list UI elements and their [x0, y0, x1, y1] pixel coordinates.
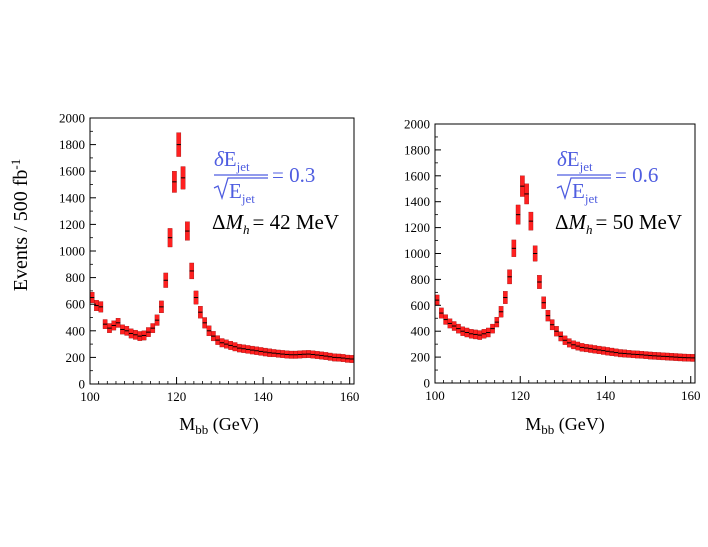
svg-text:ΔMh= 50 MeV: ΔMh = 50 MeV	[555, 210, 682, 237]
mass-annotation-right: ΔMh = 50 MeV	[555, 210, 682, 237]
svg-text:δEjet: δEjet	[214, 147, 250, 174]
delta-symbol-left: δ	[214, 147, 225, 171]
y-tick-label: 800	[66, 270, 86, 285]
x-axis-label-left-main: M	[179, 414, 195, 434]
x-axis-label-right-unit: (GeV)	[554, 414, 604, 435]
y-tick-label: 1400	[404, 194, 430, 209]
y-tick-label: 1800	[59, 137, 85, 152]
y-tick-label: 400	[66, 323, 86, 338]
svg-text:ΔMh= 42 MeV: ΔMh = 42 MeV	[212, 210, 339, 237]
y-axis-label-sup: -1	[8, 159, 23, 170]
svg-text:Ejet: Ejet	[572, 179, 598, 206]
resolution-annotation-right: δEjet Ejet = 0.6	[556, 147, 658, 206]
y-tick-label: 200	[411, 350, 431, 365]
y-tick-label: 1600	[404, 168, 430, 183]
y-tick-label: 1000	[404, 246, 430, 261]
resolution-value-left: = 0.3	[272, 163, 315, 187]
x-axis-label-left: Mbb (GeV)	[179, 414, 259, 437]
y-tick-label: 600	[411, 298, 431, 313]
x-tick-label: 100	[425, 388, 445, 403]
y-tick-label: 600	[66, 297, 86, 312]
axis-ticks-right: 0 200 400 600 800 1000 1200 1400 1600 1800 2000 100…	[404, 117, 700, 404]
axis-ticks-left: 0 200 400 600 800 1000 1200 1400 1600 1800 2000 100…	[59, 111, 359, 405]
y-tick-label: 800	[411, 272, 431, 287]
y-tick-label: 1000	[59, 244, 85, 259]
y-tick-label: 400	[411, 324, 431, 339]
y-axis-label: Events / 500 fb-1	[8, 159, 33, 292]
y-tick-label: 200	[66, 350, 86, 365]
x-tick-label: 160	[681, 388, 701, 403]
x-tick-label: 120	[167, 389, 187, 404]
y-tick-label: 1200	[59, 217, 85, 232]
histogram-panel-left: 0 200 400 600 800 1000 1200 1400 1600 1800 2000 100…	[59, 111, 359, 438]
y-tick-label: 1400	[59, 190, 85, 205]
x-axis-label-right-main: M	[525, 414, 541, 434]
resolution-value-right: = 0.6	[615, 163, 658, 187]
y-tick-label: 0	[79, 377, 86, 392]
y-tick-label: 2000	[404, 117, 430, 132]
plot-frame-left	[89, 117, 355, 385]
x-axis-label-left-sub: bb	[195, 422, 208, 437]
histogram-bars-left	[90, 132, 354, 363]
y-tick-label: 1600	[59, 164, 85, 179]
x-tick-label: 100	[80, 389, 100, 404]
x-tick-label: 120	[510, 388, 530, 403]
y-tick-label: 1200	[404, 220, 430, 235]
x-axis-label-right: Mbb (GeV)	[525, 414, 605, 437]
y-axis-label-text: Events / 500 fb	[10, 170, 32, 292]
x-tick-label: 140	[253, 389, 273, 404]
resolution-annotation-left: δEjet Ejet = 0.3	[213, 147, 315, 206]
x-axis-label-left-unit: (GeV)	[208, 414, 258, 435]
y-tick-label: 1800	[404, 142, 430, 157]
svg-text:Ejet: Ejet	[229, 179, 255, 206]
plot-frame-right	[434, 123, 696, 384]
x-tick-label: 160	[340, 389, 360, 404]
y-tick-label: 2000	[59, 111, 85, 126]
delta-symbol-right: δ	[557, 147, 568, 171]
x-axis-label-right-sub: bb	[541, 422, 554, 437]
histogram-panel-right: 0 200 400 600 800 1000 1200 1400 1600 1800 2000 100…	[404, 117, 700, 438]
svg-text:δEjet: δEjet	[557, 147, 593, 174]
histogram-bars-right	[435, 175, 695, 362]
y-tick-label: 0	[424, 376, 431, 391]
x-tick-label: 140	[596, 388, 616, 403]
mass-annotation-left: ΔMh = 42 MeV	[212, 210, 339, 237]
